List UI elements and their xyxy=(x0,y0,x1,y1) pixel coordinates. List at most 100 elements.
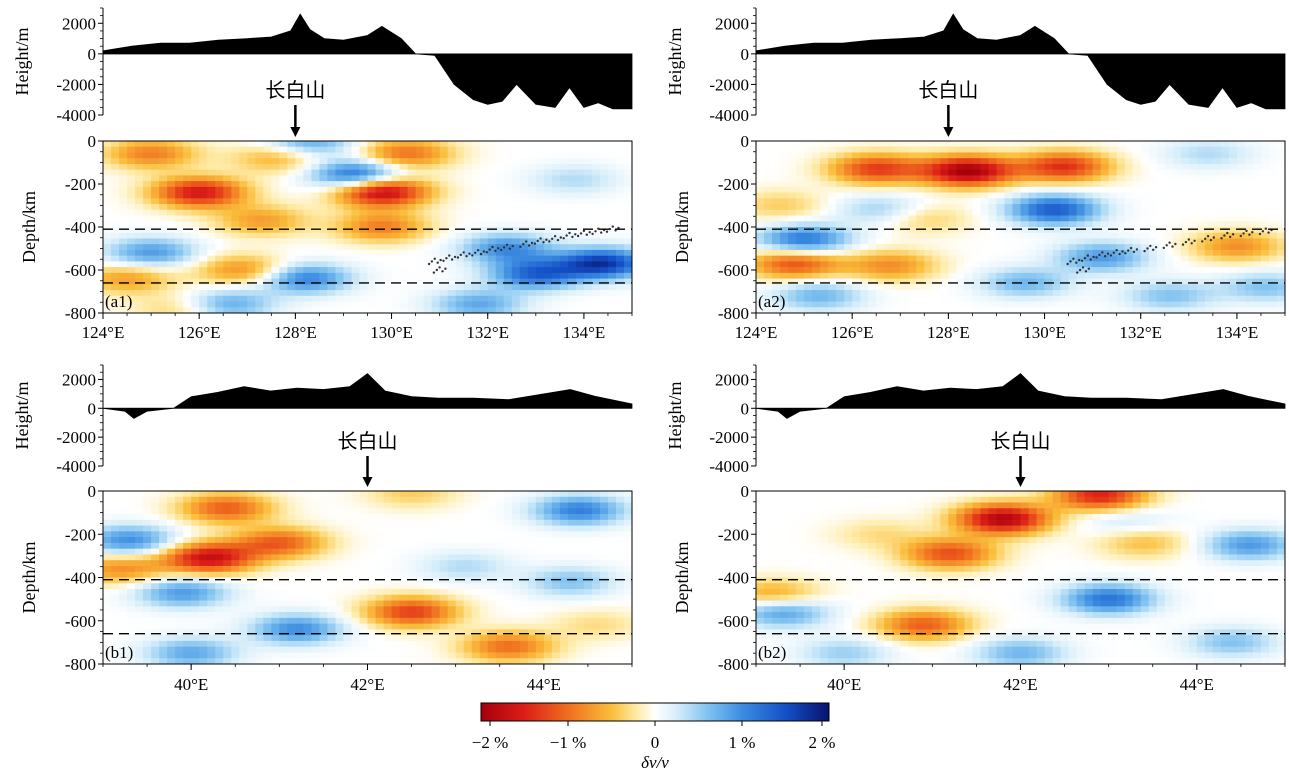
heatmap-cell xyxy=(431,163,441,171)
heatmap-cell xyxy=(780,141,789,148)
heatmap-cell xyxy=(583,502,593,509)
heatmap-cell xyxy=(591,519,601,527)
heatmap-cell xyxy=(1212,141,1222,148)
heatmap-cell xyxy=(591,514,601,521)
heatmap-cell xyxy=(1236,215,1246,222)
heatmap-cell xyxy=(1076,307,1086,313)
heatmap-cell xyxy=(972,307,982,313)
heatmap-cell xyxy=(1276,209,1285,217)
heatmap-cell xyxy=(852,267,861,274)
heatmap-cell xyxy=(1180,267,1190,274)
heatmap-cell xyxy=(303,232,312,240)
heatmap-cell xyxy=(607,267,617,274)
heatmap-cell xyxy=(1148,152,1158,159)
heatmap-cell xyxy=(1196,204,1206,211)
heatmap-cell xyxy=(772,215,781,222)
heatmap-cell xyxy=(511,525,521,532)
heatmap-cell xyxy=(583,307,593,313)
heatmap-cell xyxy=(471,152,481,159)
heatmap-cell xyxy=(884,158,893,165)
heatmap-cell xyxy=(351,186,361,194)
heatmap-cell xyxy=(1140,175,1150,182)
earthquake-point xyxy=(439,258,442,262)
heatmap-cell xyxy=(343,525,353,532)
heatmap-cell xyxy=(996,146,1006,154)
heatmap-cell xyxy=(279,215,288,222)
heatmap-cell xyxy=(423,284,433,291)
heatmap-cell xyxy=(908,249,917,257)
heatmap-cell xyxy=(199,491,208,498)
heatmap-cell xyxy=(383,227,393,234)
heatmap-cell xyxy=(1196,152,1206,159)
heatmap-cell xyxy=(860,307,869,313)
heatmap-cell xyxy=(812,301,821,308)
heatmap-cell xyxy=(1044,192,1054,199)
heatmap-cell xyxy=(820,244,829,251)
heatmap-cell xyxy=(1172,186,1182,194)
heatmap-cell xyxy=(972,278,982,285)
heatmap-cell xyxy=(247,146,256,154)
heatmap-cell xyxy=(519,198,529,205)
heatmap-cell xyxy=(780,261,789,268)
heatmap-cell xyxy=(431,141,441,148)
heatmap-cell xyxy=(551,163,561,171)
heatmap-cell xyxy=(1204,146,1214,154)
heatmap-cell xyxy=(231,537,240,544)
heatmap-cell xyxy=(103,491,112,498)
heatmap-cell xyxy=(527,204,537,211)
heatmap-cell xyxy=(191,158,200,165)
heatmap-cell xyxy=(876,169,885,176)
heatmap-cell xyxy=(1092,192,1102,199)
heatmap-cell xyxy=(543,204,553,211)
heatmap-cell xyxy=(1108,238,1118,245)
heatmap-cell xyxy=(1244,175,1254,182)
heatmap-cell xyxy=(844,284,853,291)
heatmap-cell xyxy=(1036,301,1046,308)
heatmap-cell xyxy=(215,163,224,171)
heatmap-cell xyxy=(495,146,505,154)
heatmap-cell xyxy=(1140,255,1150,262)
heatmap-cell xyxy=(199,186,208,194)
heatmap-cell xyxy=(876,192,885,199)
heatmap-cell xyxy=(463,192,473,199)
heatmap-cell xyxy=(1236,290,1246,297)
heatmap-cell xyxy=(311,267,321,274)
heatmap-cell xyxy=(908,181,917,188)
heatmap-cell xyxy=(335,255,345,262)
heatmap-cell xyxy=(351,301,361,308)
heatmap-cell xyxy=(828,278,837,285)
heatmap-cell xyxy=(1012,198,1022,205)
earthquake-point xyxy=(1242,232,1245,235)
heatmap-cell xyxy=(535,531,545,538)
heatmap-cell xyxy=(455,152,465,159)
earthquake-point xyxy=(479,252,483,256)
heatmap-cell xyxy=(351,175,361,182)
heatmap-cell xyxy=(255,215,264,222)
heatmap-cell xyxy=(884,215,893,222)
heatmap-cell xyxy=(503,186,513,194)
heatmap-cell xyxy=(948,238,957,245)
heatmap-cell xyxy=(551,209,561,217)
heatmap-cell xyxy=(964,186,974,194)
heatmap-cell xyxy=(1020,290,1030,297)
earthquake-point xyxy=(1086,254,1090,257)
heatmap-cell xyxy=(1188,244,1198,251)
heatmap-cell xyxy=(119,249,128,257)
heatmap-cell xyxy=(836,295,845,303)
heatmap-cell xyxy=(916,272,925,280)
heatmap-cell xyxy=(103,163,112,171)
heatmap-cell xyxy=(439,284,449,291)
heatmap-cell xyxy=(980,141,990,148)
heatmap-cell xyxy=(527,209,537,217)
earthquake-point xyxy=(1154,246,1158,249)
heatmap-cell xyxy=(327,204,337,211)
heatmap-cell xyxy=(756,146,765,154)
heatmap-cell xyxy=(447,284,457,291)
heatmap-cell xyxy=(780,163,789,171)
heatmap-cell xyxy=(223,244,232,251)
heatmap-cell xyxy=(287,238,296,245)
heatmap-cell xyxy=(1252,290,1262,297)
heatmap-cell xyxy=(1076,198,1086,205)
heatmap-cell xyxy=(551,204,561,211)
heatmap-cell xyxy=(399,215,409,222)
